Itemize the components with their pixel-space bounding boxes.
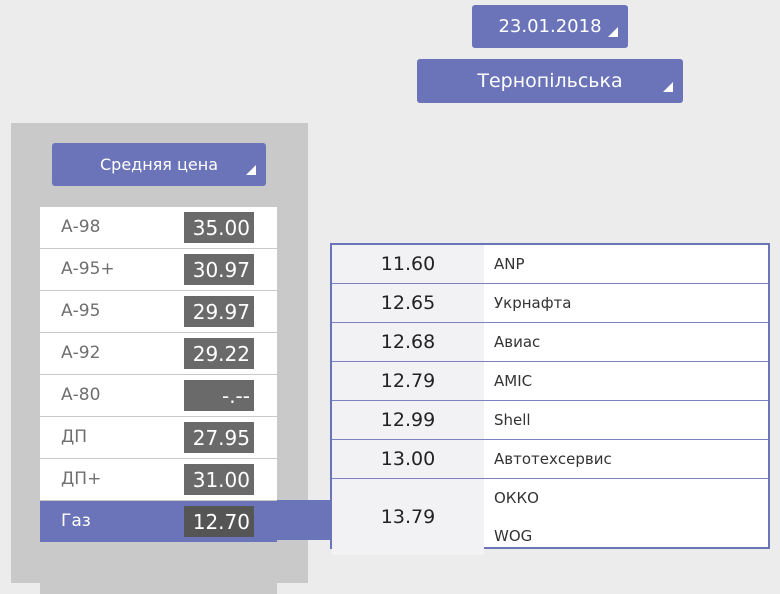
- station-price: 12.65: [332, 284, 484, 322]
- fuel-name: А-98: [61, 217, 101, 237]
- fuel-row-a95plus[interactable]: А-95+ 30.97: [40, 249, 277, 291]
- station-price-row: 13.79 ОККО WOG: [332, 479, 768, 555]
- fuel-row-a92[interactable]: А-92 29.22: [40, 333, 277, 375]
- dropdown-arrow-icon: [246, 165, 256, 175]
- date-dropdown-value: 23.01.2018: [498, 16, 602, 37]
- fuel-list: А-98 35.00 А-95+ 30.97 А-95 29.97 А-92 2…: [40, 207, 277, 542]
- fuel-price: 35.00: [184, 212, 254, 243]
- fuel-price: -.--: [184, 380, 254, 411]
- price-mode-dropdown[interactable]: Средняя цена: [52, 143, 266, 186]
- fuel-name: Газ: [61, 511, 91, 531]
- fuel-row-gas[interactable]: Газ 12.70: [40, 501, 277, 542]
- fuel-price: 31.00: [184, 464, 254, 495]
- station-price: 13.00: [332, 440, 484, 478]
- region-dropdown[interactable]: Тернопільська: [417, 59, 683, 103]
- station-brand: Shell: [494, 411, 531, 429]
- station-price: 11.60: [332, 245, 484, 283]
- fuel-name: А-92: [61, 343, 101, 363]
- station-brand: Авиас: [494, 333, 541, 351]
- station-price-row: 13.00 Автотехсервис: [332, 440, 768, 479]
- fuel-row-a80[interactable]: А-80 -.--: [40, 375, 277, 417]
- selection-connector: [277, 500, 332, 540]
- station-price-row: 12.99 Shell: [332, 401, 768, 440]
- fuel-name: А-80: [61, 385, 101, 405]
- station-price: 12.68: [332, 323, 484, 361]
- station-price: 12.99: [332, 401, 484, 439]
- fuel-row-dpplus[interactable]: ДП+ 31.00: [40, 459, 277, 501]
- station-price-row: 12.68 Авиас: [332, 323, 768, 362]
- fuel-price: 30.97: [184, 254, 254, 285]
- station-brand: ОККО: [494, 489, 539, 507]
- dropdown-arrow-icon: [663, 82, 673, 92]
- dropdown-arrow-icon: [608, 27, 618, 37]
- station-price-row: 11.60 ANP: [332, 245, 768, 284]
- station-price-row: 12.65 Укрнафта: [332, 284, 768, 323]
- station-brand: ANP: [494, 255, 525, 273]
- station-price: 12.79: [332, 362, 484, 400]
- fuel-name: ДП+: [61, 469, 102, 489]
- fuel-row-dp[interactable]: ДП 27.95: [40, 417, 277, 459]
- station-price-row: 12.79 AMIC: [332, 362, 768, 401]
- date-dropdown[interactable]: 23.01.2018: [472, 5, 628, 48]
- fuel-price: 12.70: [184, 506, 254, 537]
- station-brand: Автотехсервис: [494, 450, 612, 468]
- station-prices-popup: 11.60 ANP 12.65 Укрнафта 12.68 Авиас 12.…: [330, 243, 770, 555]
- region-dropdown-value: Тернопільська: [477, 70, 623, 92]
- station-brand: AMIC: [494, 372, 533, 390]
- fuel-price: 29.22: [184, 338, 254, 369]
- fuel-price: 29.97: [184, 296, 254, 327]
- station-price: 13.79: [332, 479, 484, 555]
- fuel-name: А-95+: [61, 259, 115, 279]
- fuel-row-a95[interactable]: А-95 29.97: [40, 291, 277, 333]
- fuel-name: ДП: [61, 427, 88, 447]
- station-brand: Укрнафта: [494, 294, 572, 312]
- fuel-row-a98[interactable]: А-98 35.00: [40, 207, 277, 249]
- fuel-panel-foot: [40, 583, 277, 594]
- fuel-price: 27.95: [184, 422, 254, 453]
- price-mode-value: Средняя цена: [99, 155, 219, 174]
- station-brand: WOG: [494, 527, 533, 545]
- fuel-name: А-95: [61, 301, 101, 321]
